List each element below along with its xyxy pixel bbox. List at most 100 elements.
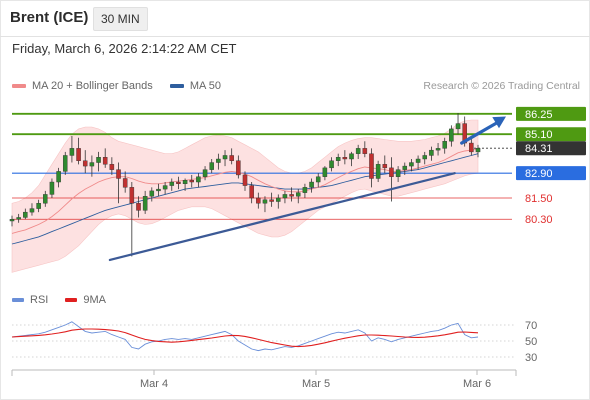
trendline <box>108 172 456 262</box>
candle-body-19 <box>136 203 141 211</box>
candle-7 <box>56 167 61 188</box>
candle-body-47 <box>322 167 328 177</box>
candle-body-54 <box>369 153 374 179</box>
candle-2 <box>23 208 28 220</box>
candle-body-2 <box>23 211 28 218</box>
legend-item-ma50: MA 50 <box>169 80 221 92</box>
candle-63 <box>429 146 434 161</box>
candle-40 <box>276 194 281 209</box>
candle-body-60 <box>409 162 414 167</box>
candle-body-51 <box>349 153 354 160</box>
candle-body-38 <box>262 199 268 204</box>
candle-24 <box>169 178 175 191</box>
candle-55 <box>375 160 381 183</box>
candle-body-30 <box>209 162 214 170</box>
candle-53 <box>362 141 368 158</box>
candle-body-1 <box>16 217 21 220</box>
legend-swatch-ma50 <box>169 84 184 89</box>
candle-32 <box>222 150 228 167</box>
candle-body-0 <box>9 219 15 222</box>
candle-26 <box>182 178 188 191</box>
level-lines <box>12 112 512 220</box>
candle-body-31 <box>216 158 221 163</box>
candle-body-23 <box>162 185 168 190</box>
main-legend: MA 20 + Bollinger Bands MA 50 <box>12 80 235 92</box>
candle-1 <box>16 213 21 223</box>
timeframe-button[interactable]: 30 MIN <box>93 7 148 31</box>
candle-body-20 <box>142 195 148 211</box>
x-axis-label-0: Mar 4 <box>140 378 168 390</box>
candle-body-52 <box>355 148 361 154</box>
candle-body-3 <box>29 208 35 213</box>
candle-body-7 <box>56 171 61 183</box>
candle-0 <box>9 215 15 227</box>
candle-59 <box>402 162 408 175</box>
candle-body-26 <box>182 180 188 184</box>
candle-5 <box>43 190 48 207</box>
candle-27 <box>189 174 195 188</box>
candle-body-35 <box>242 174 248 186</box>
candle-body-18 <box>129 187 135 204</box>
candle-body-66 <box>449 128 454 142</box>
candle-41 <box>282 190 288 204</box>
candle-20 <box>142 190 148 214</box>
candle-body-10 <box>76 148 81 161</box>
candle-body-4 <box>36 203 41 209</box>
candle-body-58 <box>395 169 401 177</box>
level-label-3: 82.90 <box>516 166 586 181</box>
bollinger-band <box>11 119 479 273</box>
level-label-2: 84.31 <box>516 141 586 156</box>
candle-49 <box>335 153 341 167</box>
candle-9 <box>69 135 75 163</box>
legend-swatch-rsi <box>12 298 24 303</box>
candle-body-56 <box>382 164 388 169</box>
candle-50 <box>342 150 348 165</box>
rsi-ma9-line <box>11 328 479 348</box>
candle-body-57 <box>389 167 394 177</box>
candle-body-6 <box>49 181 55 195</box>
candle-body-29 <box>202 169 208 177</box>
candle-47 <box>322 166 328 181</box>
level-label-4: 81.50 <box>525 193 553 205</box>
candle-body-8 <box>62 155 68 172</box>
candle-25 <box>176 176 181 190</box>
candle-body-44 <box>302 187 308 193</box>
legend-label-9ma: 9MA <box>83 294 107 306</box>
legend-item-ma20: MA 20 + Bollinger Bands <box>12 80 153 92</box>
candle-body-11 <box>82 160 88 167</box>
x-axis: Mar 4 Mar 5 Mar 6 <box>11 369 517 390</box>
level-label-1: 85.10 <box>516 127 586 142</box>
candle-37 <box>256 192 261 209</box>
research-credit: Research © 2026 Trading Central <box>423 80 580 92</box>
candle-4 <box>36 199 41 213</box>
candle-14 <box>102 148 108 168</box>
candle-64 <box>435 143 441 156</box>
level-label-box-2 <box>516 141 586 156</box>
candle-34 <box>236 155 241 179</box>
legend-swatch-9ma <box>65 298 78 303</box>
rsi-line <box>11 321 479 352</box>
candle-66 <box>449 125 454 147</box>
candle-51 <box>349 151 354 167</box>
rsi-tick-label-2: 30 <box>525 352 537 364</box>
x-axis-label-2: Mar 6 <box>463 378 491 390</box>
candle-body-25 <box>176 181 181 184</box>
candle-body-61 <box>415 158 421 163</box>
candle-body-27 <box>189 180 195 183</box>
candle-12 <box>89 155 95 177</box>
candle-56 <box>382 155 388 174</box>
candle-body-22 <box>156 188 161 192</box>
candle-body-17 <box>122 178 128 188</box>
candle-body-14 <box>102 157 108 165</box>
candle-19 <box>136 196 141 218</box>
candle-17 <box>122 171 128 193</box>
rsi-tick-label-1: 50 <box>525 336 537 348</box>
forecast-arrow <box>460 118 503 145</box>
level-label-text-2: 84.31 <box>525 143 553 155</box>
candle-body-32 <box>222 155 228 160</box>
candle-6 <box>49 178 55 198</box>
candle-body-16 <box>116 169 121 179</box>
trendline-layer <box>108 116 506 262</box>
top-bar: Brent (ICE) 30 MIN <box>0 0 590 37</box>
candle-57 <box>389 157 394 202</box>
